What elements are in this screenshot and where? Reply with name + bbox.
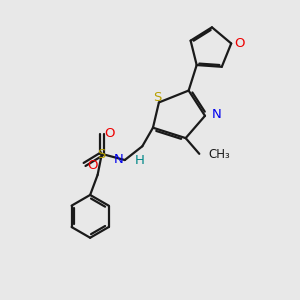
Text: S: S: [153, 91, 162, 103]
Text: H: H: [135, 154, 145, 166]
Text: S: S: [97, 148, 105, 161]
Text: O: O: [234, 37, 245, 50]
Text: N: N: [212, 108, 221, 121]
Text: CH₃: CH₃: [208, 148, 230, 161]
Text: O: O: [105, 127, 115, 140]
Text: O: O: [87, 158, 98, 172]
Text: N: N: [113, 153, 123, 166]
